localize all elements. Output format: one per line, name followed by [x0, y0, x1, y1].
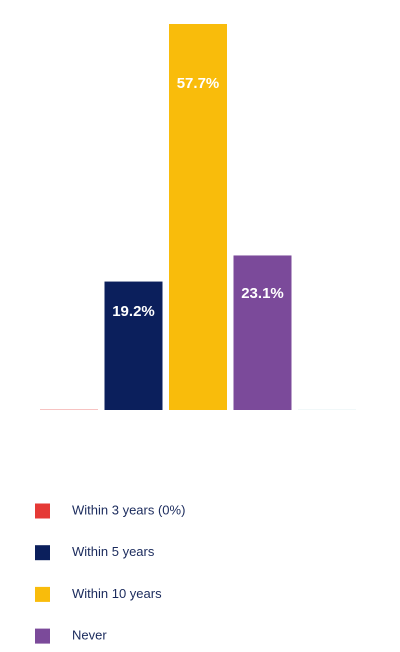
value-label: 23.1% [241, 285, 284, 302]
legend-label: Never [72, 628, 107, 643]
legend-swatch [35, 503, 50, 519]
bar [233, 255, 292, 410]
legend-swatch [35, 586, 50, 602]
legend-swatch [35, 628, 50, 644]
bar [40, 409, 98, 410]
bar [104, 281, 163, 410]
value-label: 57.7% [177, 75, 220, 92]
legend-swatch [35, 545, 50, 561]
legend-label: Within 5 years [72, 544, 155, 559]
legend-label: Within 10 years [72, 586, 162, 601]
bar [169, 24, 227, 410]
bar [298, 409, 356, 410]
value-label: 19.2% [112, 303, 155, 320]
legend-label: Within 3 years (0%) [72, 502, 185, 517]
